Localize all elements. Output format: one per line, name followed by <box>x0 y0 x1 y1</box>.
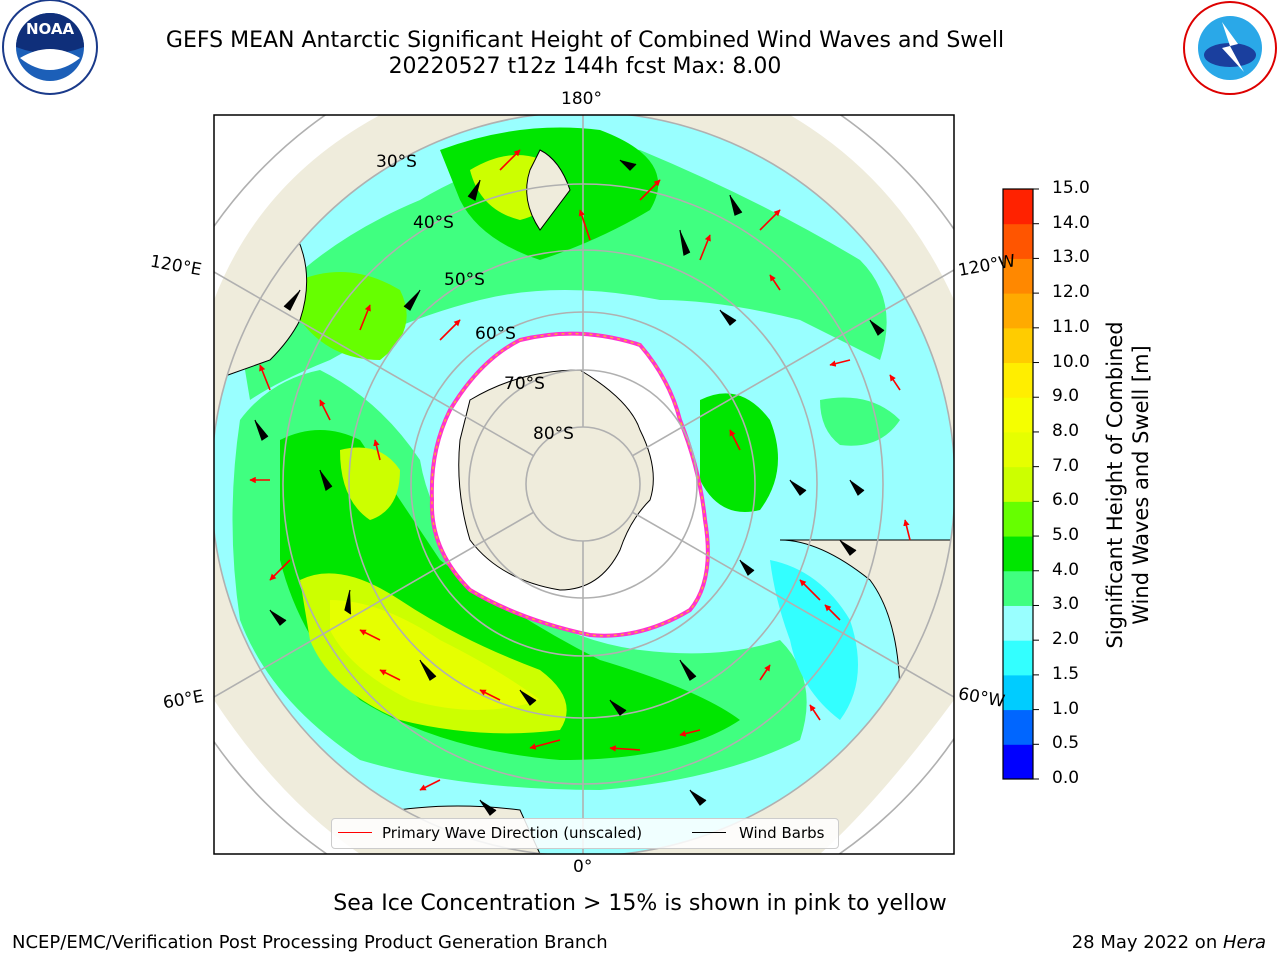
colorbar-segment <box>1003 293 1033 329</box>
map-legend: Primary Wave Direction (unscaled) Wind B… <box>331 818 839 849</box>
colorbar-segment <box>1003 362 1033 398</box>
title-line-2: 20220527 t12z 144h fcst Max: 8.00 <box>388 54 782 79</box>
colorbar-label-line-2: Wind Waves and Swell [m] <box>1129 345 1153 625</box>
colorbar-segment <box>1003 327 1033 364</box>
colorbar <box>1002 188 1039 780</box>
colorbar-label-line-1: Significant Height of Combined <box>1103 321 1127 649</box>
legend-swatch-wave-direction <box>338 832 372 833</box>
colorbar-tick-label: 13.0 <box>1052 247 1090 268</box>
lon-label-180: 180° <box>561 89 602 109</box>
lat-label-40s: 40°S <box>413 213 454 233</box>
colorbar-tick-label: 15.0 <box>1052 178 1090 198</box>
colorbar-segment <box>1003 258 1033 294</box>
colorbar-segment <box>1003 536 1033 572</box>
colorbar-tick-label: 9.0 <box>1052 386 1080 407</box>
nws-logo <box>1183 1 1277 95</box>
colorbar-segment <box>1003 605 1033 641</box>
colorbar-tick-label: 5.0 <box>1052 525 1080 546</box>
noaa-logo-text: NOAA <box>26 20 75 38</box>
lat-label-60s: 60°S <box>475 324 516 344</box>
colorbar-tick-label: 0.0 <box>1052 768 1080 788</box>
lat-label-50s: 50°S <box>444 270 485 290</box>
antarctica <box>429 331 710 638</box>
lat-label-70s: 70°S <box>504 374 545 394</box>
title-line-1: GEFS MEAN Antarctic Significant Height o… <box>165 28 1005 53</box>
footer-host: Hera <box>1222 932 1266 953</box>
lat-label-30s: 30°S <box>376 152 417 172</box>
colorbar-segment <box>1003 397 1033 433</box>
colorbar-tick-label: 7.0 <box>1052 455 1080 476</box>
colorbar-segment <box>1003 570 1033 606</box>
colorbar-tick-label: 14.0 <box>1052 212 1090 233</box>
noaa-logo: NOAA <box>2 0 98 95</box>
colorbar-tick-label: 10.0 <box>1052 351 1090 372</box>
colorbar-segment <box>1003 431 1033 468</box>
wind-barbs <box>254 159 885 816</box>
colorbar-tick-label: 4.0 <box>1052 559 1080 580</box>
legend-swatch-wind-barbs <box>692 832 726 833</box>
colorbar-tick-label: 2.0 <box>1052 629 1080 650</box>
wave-direction-arrows <box>249 149 911 791</box>
lon-label-0: 0° <box>573 857 593 877</box>
footer-date: 28 May 2022 on Hera <box>1072 932 1266 953</box>
footer-credit: NCEP/EMC/Verification Post Processing Pr… <box>12 932 608 953</box>
colorbar-segment <box>1003 674 1033 711</box>
colorbar-segment <box>1003 744 1033 780</box>
colorbar-tick-label: 1.5 <box>1052 663 1080 684</box>
colorbar-border <box>1002 188 1034 780</box>
map-frame <box>213 114 955 855</box>
colorbar-segment <box>1003 189 1033 225</box>
legend-label-wind-barbs: Wind Barbs <box>739 824 825 842</box>
colorbar-segment <box>1003 466 1033 502</box>
lat-label-80s: 80°S <box>533 424 574 444</box>
colorbar-segment <box>1003 640 1033 676</box>
sea-ice-note: Sea Ice Concentration > 15% is shown in … <box>333 891 947 916</box>
colorbar-tick-label: 6.0 <box>1052 490 1080 511</box>
colorbar-segment <box>1003 709 1033 745</box>
legend-label-wave-direction: Primary Wave Direction (unscaled) <box>382 824 643 842</box>
colorbar-tick-label: 1.0 <box>1052 698 1080 719</box>
colorbar-tick-label: 11.0 <box>1052 316 1090 337</box>
colorbar-tick-label: 3.0 <box>1052 594 1080 615</box>
colorbar-segment <box>1003 223 1033 259</box>
colorbar-tick-label: 8.0 <box>1052 420 1080 441</box>
colorbar-segment <box>1003 501 1033 537</box>
colorbar-tick-label: 0.5 <box>1052 733 1080 754</box>
graticule <box>214 115 954 854</box>
footer-date-text: 28 May 2022 on <box>1071 932 1223 953</box>
colorbar-tick-label: 12.0 <box>1052 282 1090 303</box>
